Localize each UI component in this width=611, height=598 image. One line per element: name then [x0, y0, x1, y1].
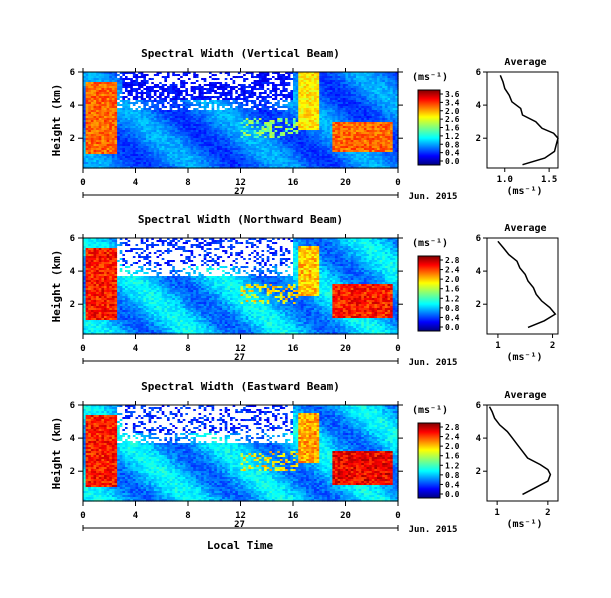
heatmap-cells: [83, 72, 399, 169]
y-axis-label: Height (km): [50, 84, 63, 157]
panel-title: Spectral Width (Vertical Beam): [141, 47, 340, 60]
panel-1: Spectral Width (Vertical Beam) Height (km…: [50, 47, 558, 202]
